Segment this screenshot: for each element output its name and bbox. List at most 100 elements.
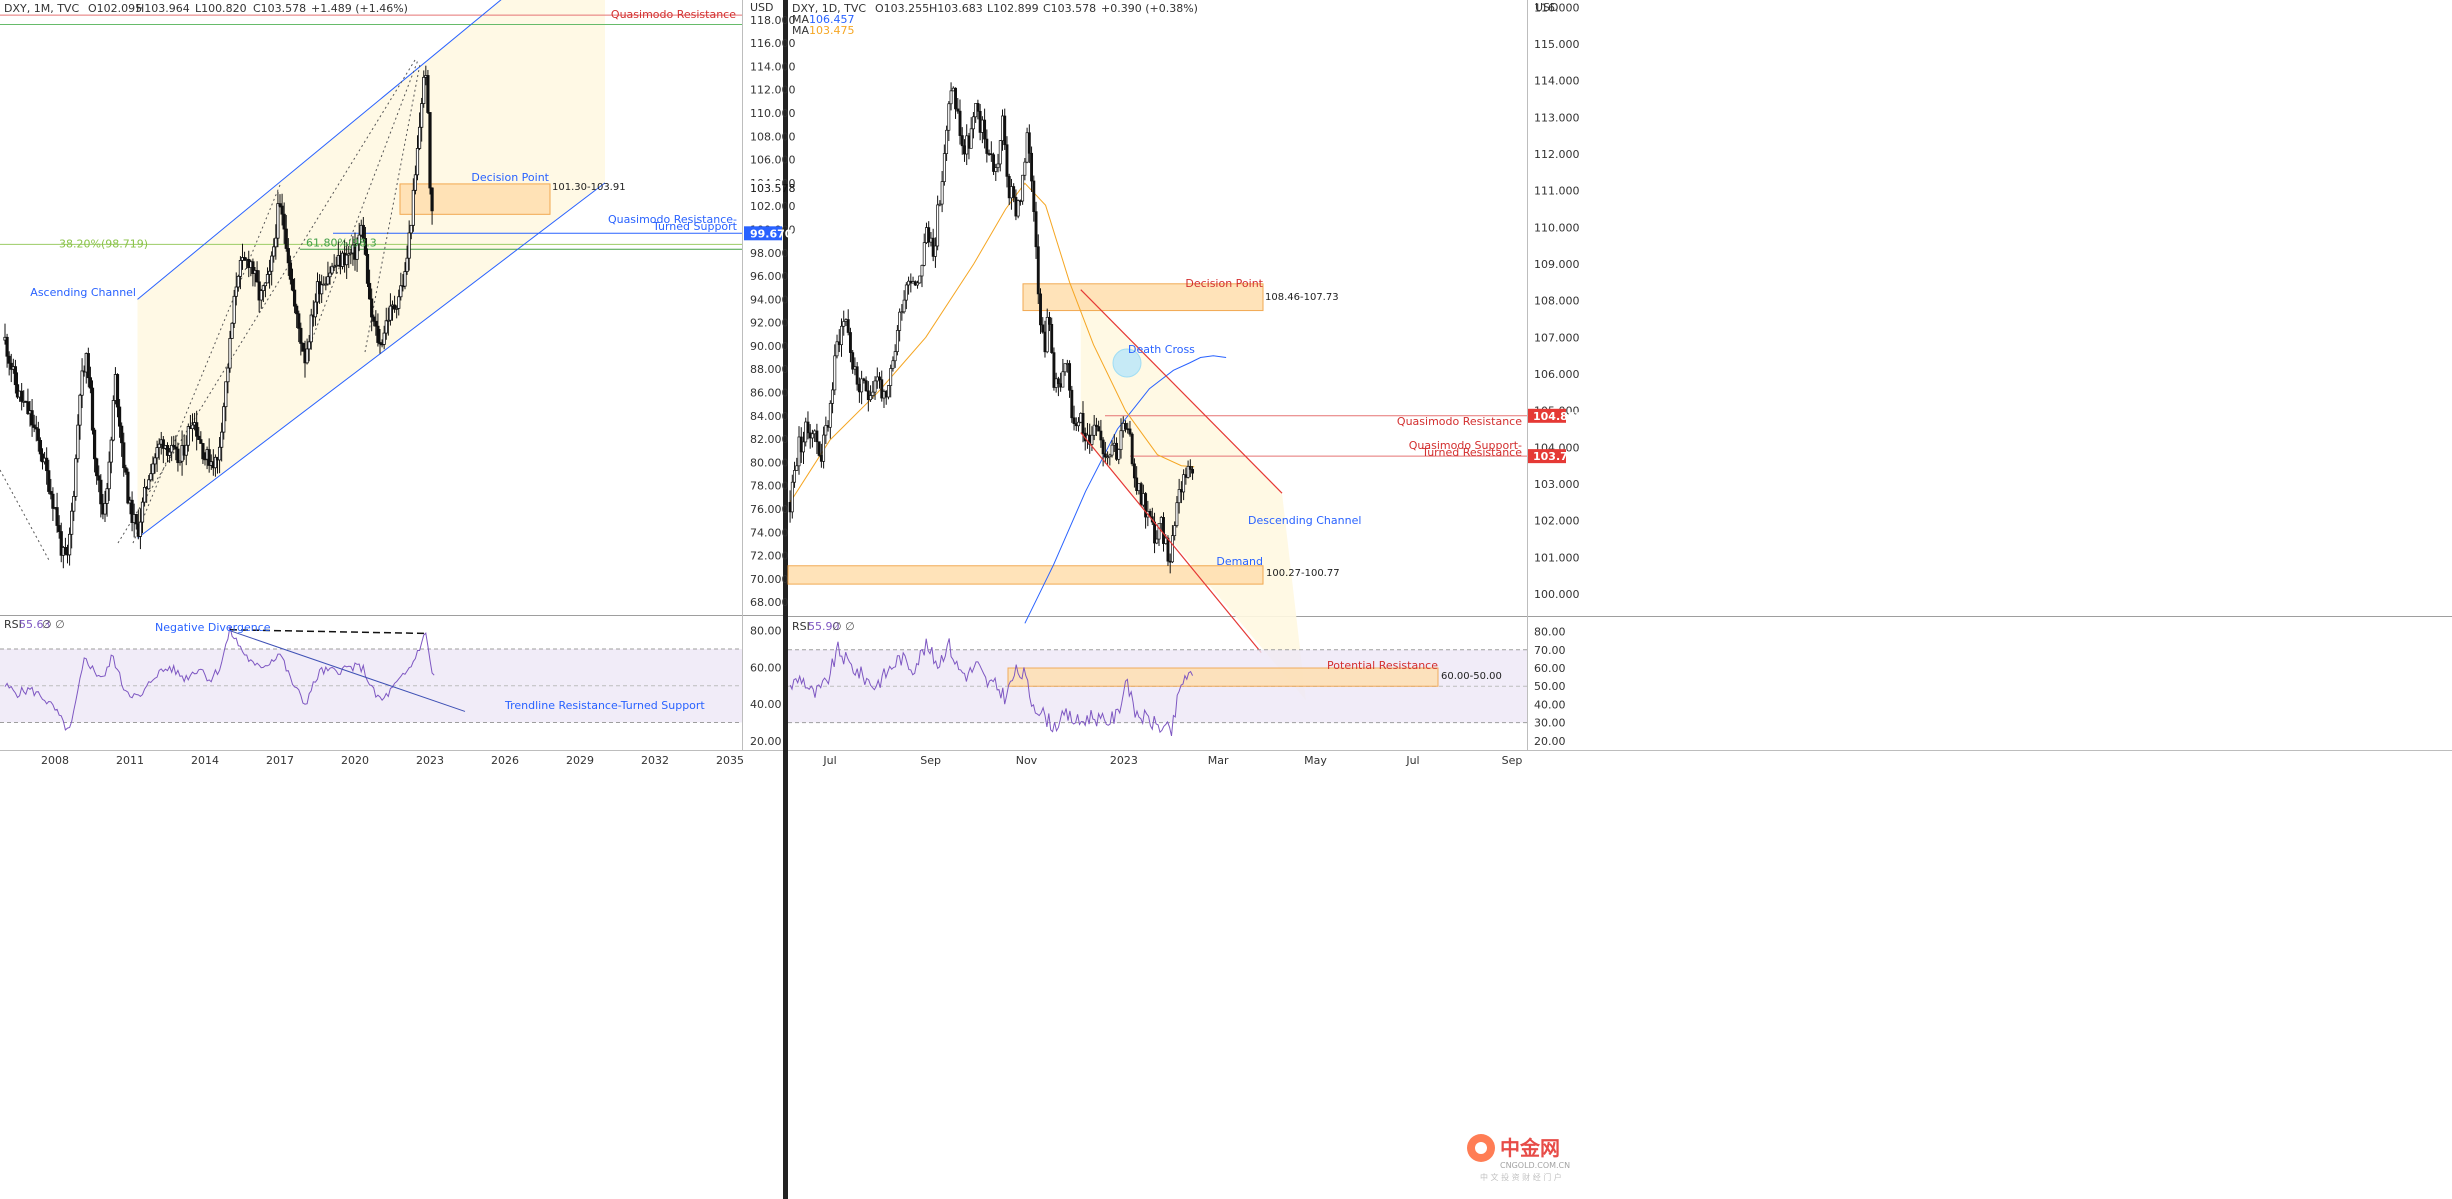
candle-body [788, 501, 792, 513]
candle-body [420, 103, 424, 128]
negative-divergence-label: Negative Divergence [155, 621, 271, 634]
time-tick-label: 2032 [641, 754, 669, 767]
price-tick-label: 106.000 [1534, 368, 1580, 381]
candle-body [860, 378, 864, 393]
candle-body [190, 424, 195, 430]
candle-body [1159, 517, 1163, 524]
candle-body [220, 431, 224, 448]
candle-body [409, 224, 413, 234]
candle-body [422, 76, 426, 104]
price-tick-label: 102.000 [1534, 515, 1580, 528]
candle-body [109, 439, 113, 463]
candle-body [1124, 423, 1127, 430]
price-tick-label: 80.000 [750, 456, 789, 469]
candle-body [276, 203, 280, 239]
candle-body [1141, 493, 1145, 506]
price-tick-label: 116.000 [750, 37, 796, 50]
left-chart-panel: Quasimodo Resistance Decision Point101.30… [0, 0, 796, 767]
candle-body [971, 116, 975, 130]
channel-fill [1080, 289, 1306, 701]
time-tick-label: Mar [1208, 754, 1229, 767]
candle-body [103, 503, 107, 515]
rsi-tick-label: 30.00 [1534, 717, 1566, 730]
candle-body [1081, 412, 1085, 434]
candle-body [1079, 412, 1083, 423]
candle-body [806, 421, 810, 434]
price-tick-label: 118.000 [750, 14, 796, 27]
candle-body [878, 376, 881, 381]
candle-body [107, 461, 111, 490]
candle-body [140, 501, 145, 523]
candle-body [840, 325, 843, 346]
candle-body [120, 425, 124, 444]
death-cross-label: Death Cross [1128, 343, 1195, 356]
candle-body [217, 446, 222, 461]
candle-body [985, 138, 989, 154]
ohlc-value: +0.390 (+0.38%) [1101, 2, 1198, 15]
candle-body [126, 471, 130, 504]
logo-tagline: 中 文 投 资 财 经 门 户 [1480, 1172, 1562, 1182]
candle-body [399, 285, 403, 298]
candle-body [1099, 430, 1103, 441]
candle-body [34, 427, 38, 430]
candle-body [330, 265, 334, 274]
trendline-support-label: Trendline Resistance-Turned Support [504, 699, 705, 712]
candle-body [866, 390, 870, 400]
ohlc-value: H103.964 [136, 2, 190, 15]
candle-body [5, 336, 9, 357]
price-badge-bg [1528, 449, 1566, 464]
price-tick-label: 108.000 [750, 130, 796, 143]
price-tick-label: 88.000 [750, 363, 789, 376]
currency-label: USD [1535, 1, 1559, 14]
candle-body [357, 234, 361, 245]
candle-body [958, 110, 962, 136]
candle-body [947, 103, 951, 131]
time-tick-label: 2008 [41, 754, 69, 767]
demand-range-label: 100.27-100.77 [1266, 568, 1340, 579]
candle-body [20, 390, 24, 402]
price-tick-label: 90.000 [750, 340, 789, 353]
candle-body [59, 531, 63, 556]
ma-value: 103.475 [809, 24, 855, 37]
candle-body [272, 246, 276, 257]
candle-body [907, 280, 911, 286]
candle-body [1130, 433, 1134, 465]
rsi-tick-label: 60.00 [750, 661, 782, 674]
candle-body [355, 243, 359, 260]
rsi-tick-label: 60.00 [1534, 662, 1566, 675]
candle-body [395, 307, 399, 310]
candle-body [47, 470, 51, 492]
candle-body [900, 311, 904, 314]
candle-body [207, 449, 211, 466]
potential-resistance-range-label: 60.00-50.00 [1441, 671, 1502, 682]
candle-body [998, 140, 1002, 165]
candle-body [1110, 444, 1114, 456]
quasimodo-resistance-label: Quasimodo Resistance [611, 8, 736, 21]
price-tick-label: 107.000 [1534, 331, 1580, 344]
candle-body [297, 313, 301, 329]
candle-body [842, 321, 846, 327]
price-badge-bg [744, 180, 782, 195]
decision-point-label: Decision Point [1185, 277, 1263, 290]
candle-body [1112, 442, 1116, 446]
quasimodo-resistance-label: Quasimodo Resistance [1397, 415, 1522, 428]
candle-body [51, 493, 55, 509]
rsi-label: RSI [4, 618, 22, 631]
candle-body [222, 406, 226, 433]
candle-body [138, 521, 143, 537]
price-tick-label: 96.000 [750, 270, 789, 283]
rsi-tick-label: 40.00 [750, 698, 782, 711]
candle-body [363, 238, 368, 255]
price-tick-label: 76.000 [750, 503, 789, 516]
candle-body [278, 203, 282, 207]
price-tick-label: 112.000 [750, 84, 796, 97]
candle-body [76, 424, 80, 460]
candle-body [1039, 293, 1042, 326]
candle-body [1034, 211, 1038, 248]
candle-body [1173, 525, 1177, 536]
time-tick-label: 2026 [491, 754, 519, 767]
candle-body [817, 441, 821, 456]
logo-text: 中金网 [1500, 1136, 1560, 1160]
ohlc-value: +1.489 (+1.46%) [311, 2, 408, 15]
candle-body [793, 470, 796, 483]
